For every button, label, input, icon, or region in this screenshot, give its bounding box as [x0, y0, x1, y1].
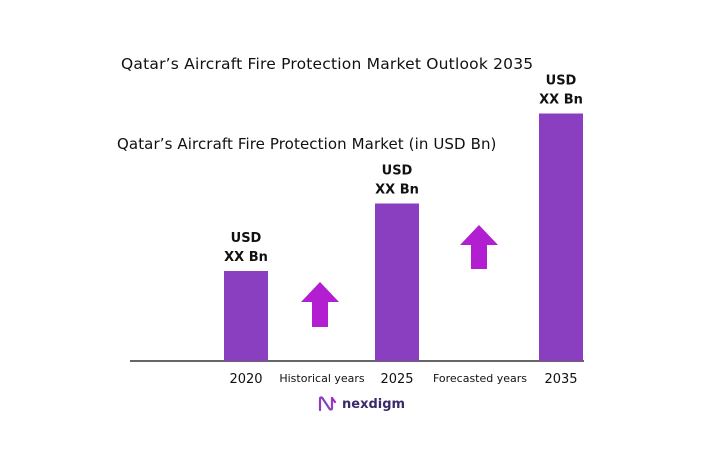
x-tick-label: 2020: [229, 372, 262, 387]
growth-arrow-icon: [460, 225, 498, 269]
data-label-value: XX Bn: [224, 250, 268, 265]
x-tick-label: 2035: [544, 372, 577, 387]
data-label-currency: USD: [546, 74, 577, 89]
data-label-value: XX Bn: [539, 93, 583, 108]
period-label: Forecasted years: [433, 372, 527, 385]
bar-2035: [539, 113, 583, 361]
growth-arrow-icon: [301, 282, 339, 327]
data-label-currency: USD: [382, 164, 413, 179]
data-label-value: XX Bn: [375, 183, 419, 198]
brand-name: nexdigm: [342, 396, 406, 412]
brand-logo: nexdigm: [318, 396, 405, 412]
data-label-currency: USD: [231, 231, 262, 246]
nexdigm-logo-icon: [318, 396, 337, 412]
bar-2025: [375, 203, 419, 361]
chart-subtitle: Qatar’s Aircraft Fire Protection Market …: [117, 135, 497, 153]
x-tick-label: 2025: [380, 372, 413, 387]
chart-title: Qatar’s Aircraft Fire Protection Market …: [121, 55, 534, 73]
bar-2020: [224, 271, 268, 361]
period-label: Historical years: [279, 372, 365, 385]
